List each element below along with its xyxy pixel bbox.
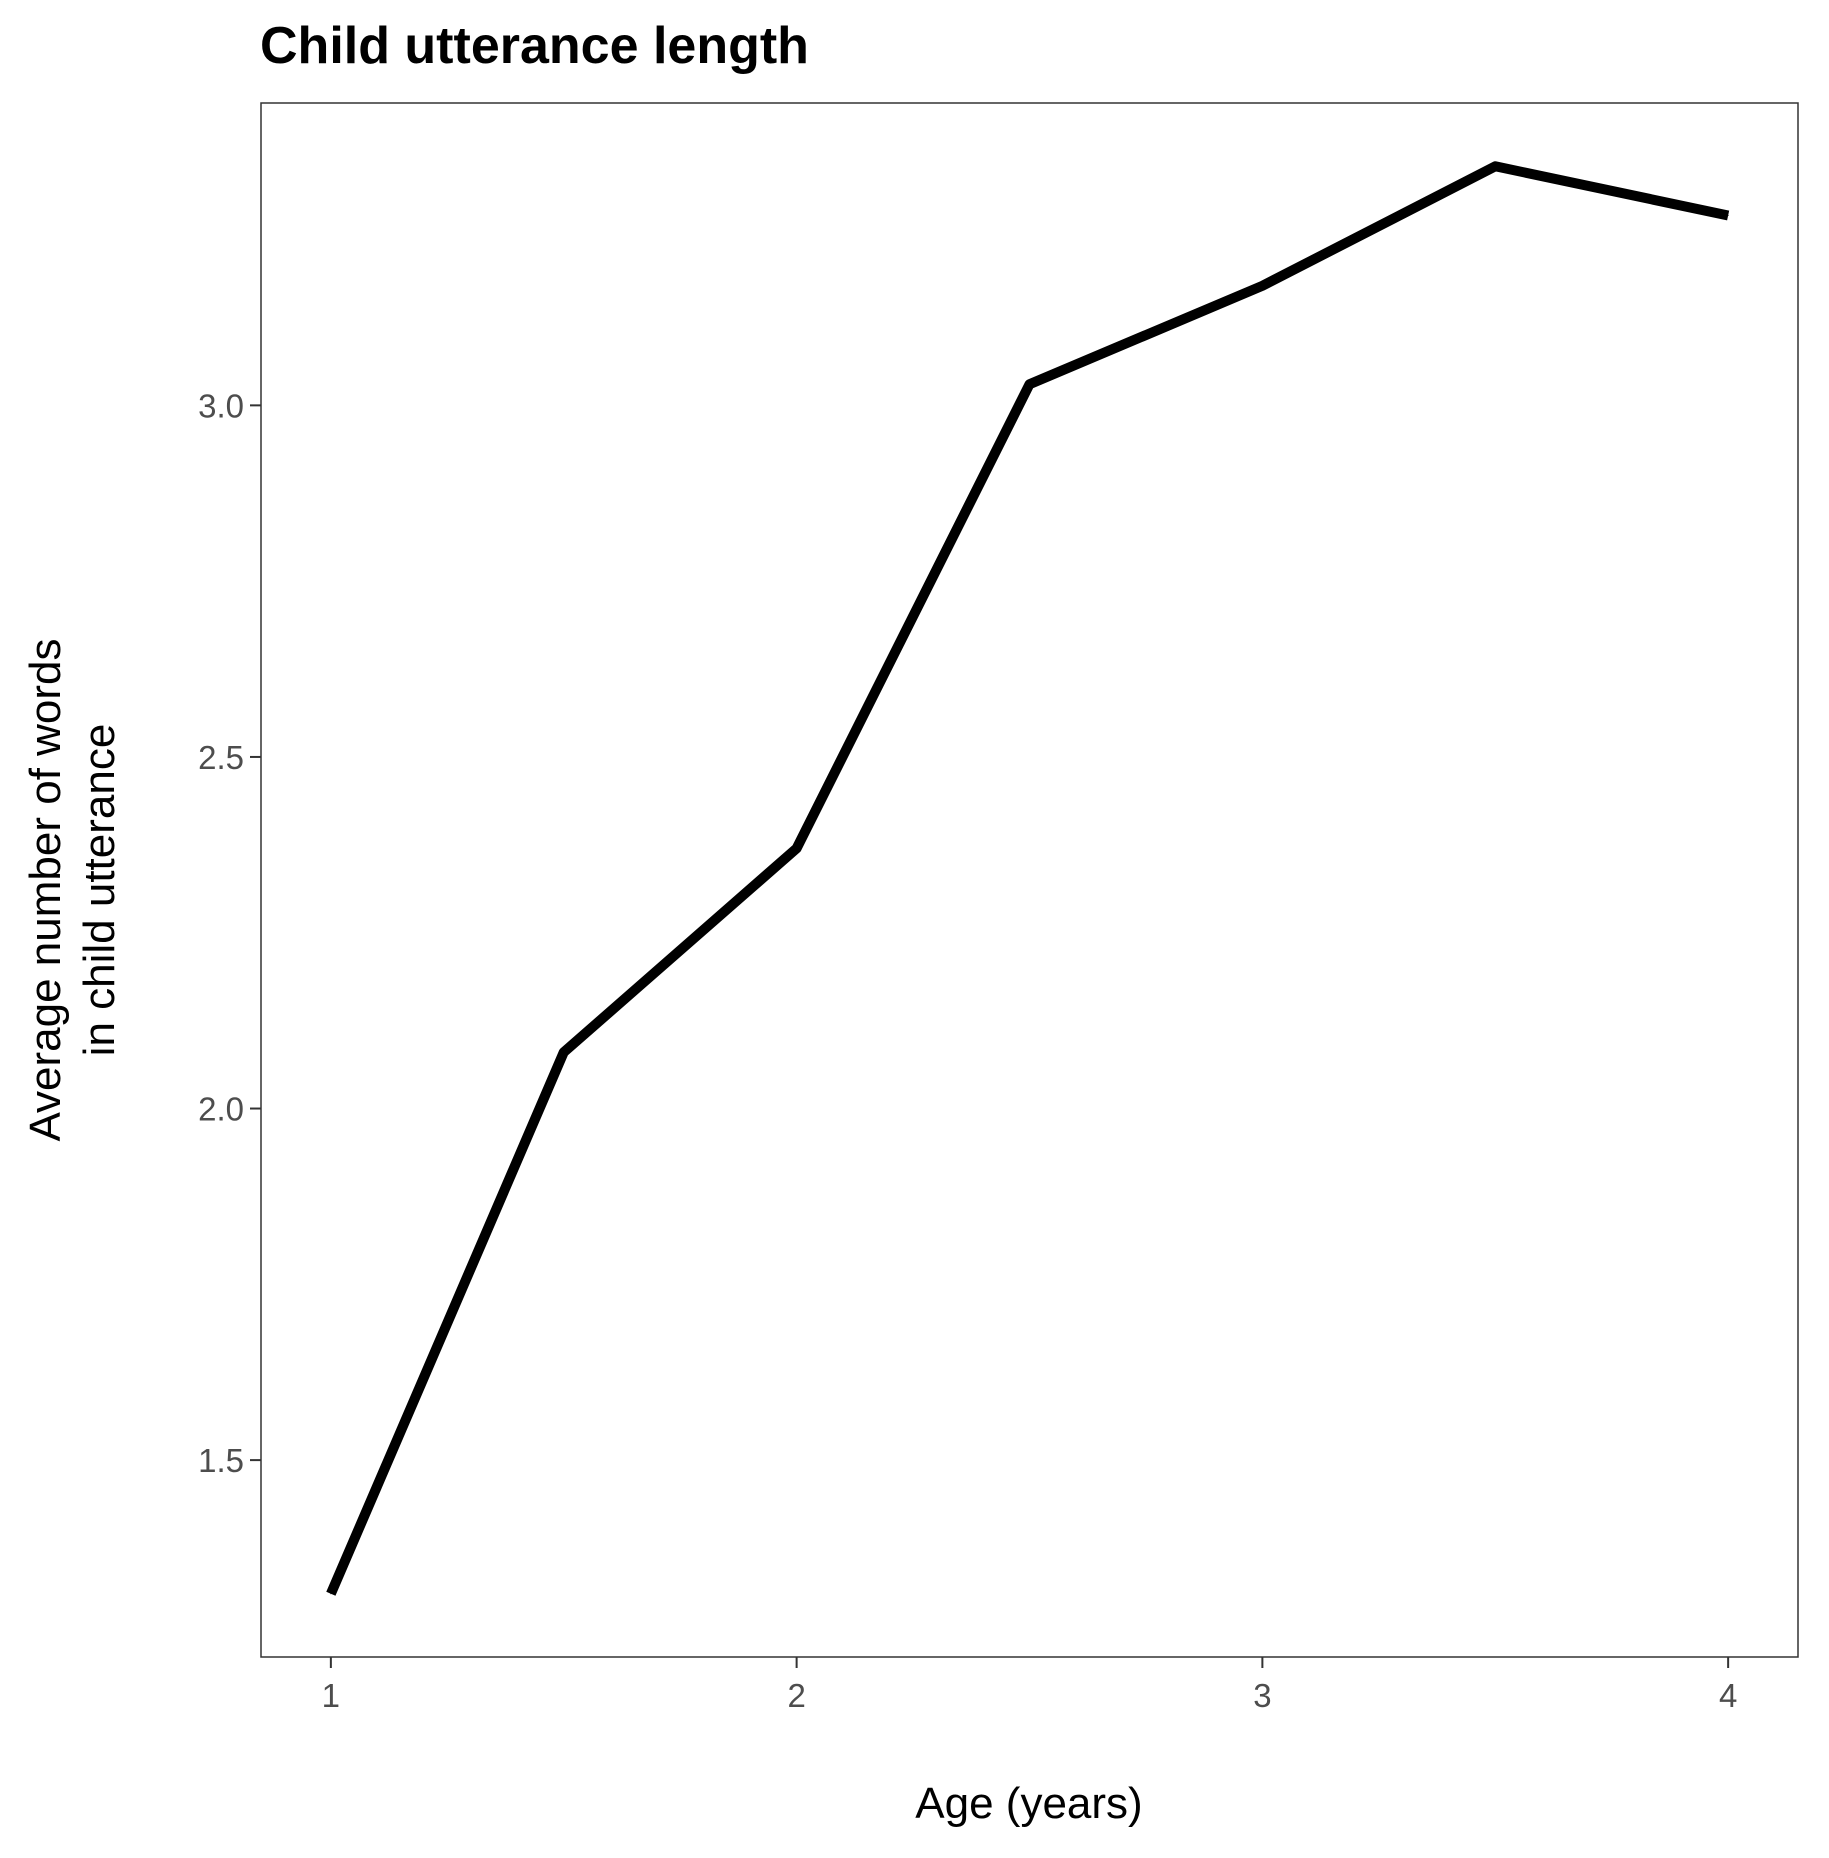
x-axis: 1 2 3 4: [322, 1657, 1737, 1714]
x-tick-label: 1: [322, 1677, 340, 1714]
y-axis-title-line-2: in child utterance: [75, 724, 124, 1057]
data-point: [1727, 215, 1729, 217]
chart-title: Child utterance length: [260, 17, 809, 75]
data-point: [563, 1051, 565, 1053]
series-line: [326, 161, 1730, 1596]
x-tick-label: 3: [1253, 1677, 1271, 1714]
y-axis-title-line-1: Average number of words: [21, 638, 70, 1141]
y-tick-label: 2.5: [198, 739, 244, 776]
data-points: [330, 165, 1729, 1595]
data-point: [1029, 383, 1030, 385]
data-point: [796, 847, 798, 849]
x-axis-title: Age (years): [915, 1779, 1142, 1828]
data-point: [330, 1593, 332, 1595]
plot-panel-border: [260, 102, 1799, 1658]
y-tick-label: 1.5: [198, 1442, 244, 1479]
x-tick-label: 2: [787, 1677, 805, 1714]
y-tick-label: 3.0: [198, 387, 244, 424]
y-tick-label: 2.0: [198, 1091, 244, 1128]
data-point: [1261, 285, 1263, 287]
x-tick-label: 4: [1719, 1677, 1737, 1714]
y-axis: 1.5 2.0 2.5 3.0: [198, 387, 261, 1479]
data-point: [1494, 165, 1496, 167]
